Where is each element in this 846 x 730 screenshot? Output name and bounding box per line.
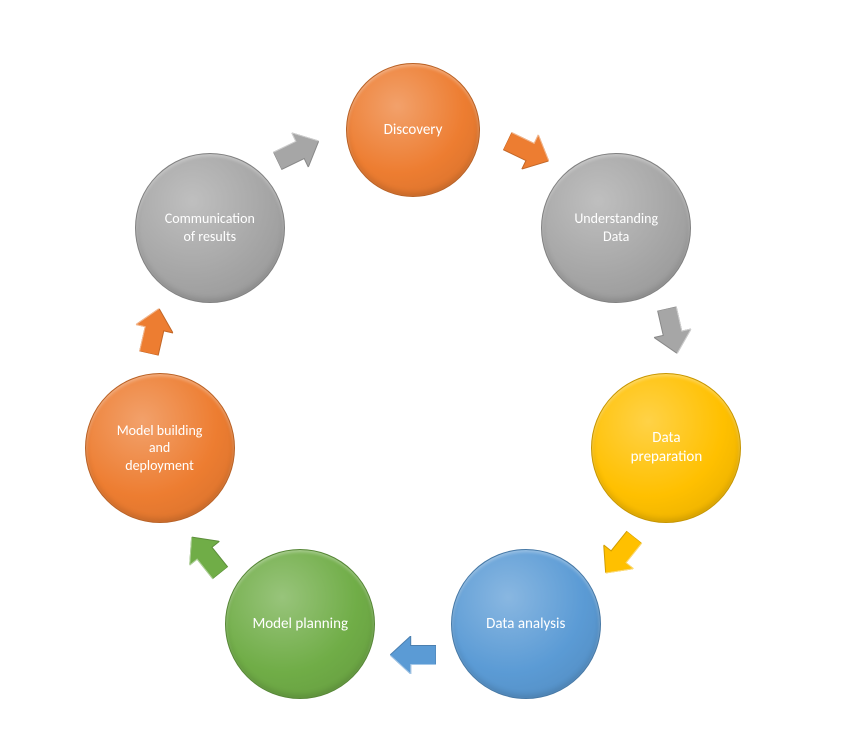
cycle-diagram: Discovery Understanding Data Data preparat…	[0, 0, 846, 730]
cycle-arrow	[177, 526, 235, 586]
cycle-node-label: Understanding Data	[574, 210, 658, 245]
cycle-node-label: Model building and deployment	[117, 422, 203, 475]
cycle-arrow	[648, 304, 695, 357]
cycle-node-label: Model planning	[252, 615, 348, 634]
cycle-node-data-analysis: Data analysis	[451, 549, 601, 699]
cycle-node-communication: Communication of results	[135, 153, 285, 303]
cycle-arrow	[269, 124, 327, 178]
cycle-arrow	[131, 304, 178, 357]
cycle-node-label: Data preparation	[631, 429, 703, 467]
cycle-node-data-preparation: Data preparation	[591, 373, 741, 523]
cycle-node-understanding-data: Understanding Data	[541, 153, 691, 303]
cycle-node-label: Communication of results	[165, 210, 255, 245]
cycle-node-model-building: Model building and deployment	[85, 373, 235, 523]
cycle-node-label: Discovery	[384, 121, 443, 140]
cycle-node-label: Data analysis	[486, 615, 565, 634]
cycle-arrow	[499, 124, 557, 178]
cycle-node-discovery: Discovery	[346, 63, 480, 197]
cycle-node-model-planning: Model planning	[225, 549, 375, 699]
cycle-arrow	[591, 526, 649, 586]
cycle-arrow	[390, 636, 436, 674]
